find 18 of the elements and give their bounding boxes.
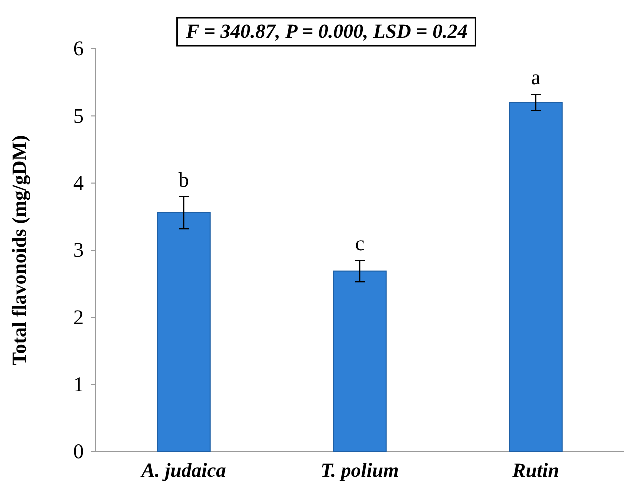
annotation: a [531,66,542,90]
bar [509,102,563,452]
y-tick-label: 2 [74,305,84,330]
y-tick-label: 3 [74,238,84,262]
annotation: b [178,168,190,192]
y-tick-label: 6 [74,36,84,61]
y-tick-label: 4 [74,171,84,196]
annotation: c [355,232,365,256]
y-tick-label: 5 [74,104,84,128]
bar [333,270,387,452]
x-tick-label: Rutin [512,460,560,482]
bar [157,212,211,452]
y-tick-label: 0 [74,440,84,464]
chart-title: F = 340.87, P = 0.000, LSD = 0.24 [185,21,468,43]
y-axis-title: Total flavonoids (mg/gDM) [9,135,31,366]
y-tick-label: 1 [74,372,84,397]
x-tick-label: T. polium [320,460,400,482]
x-tick-label: A. judaica [140,460,226,482]
